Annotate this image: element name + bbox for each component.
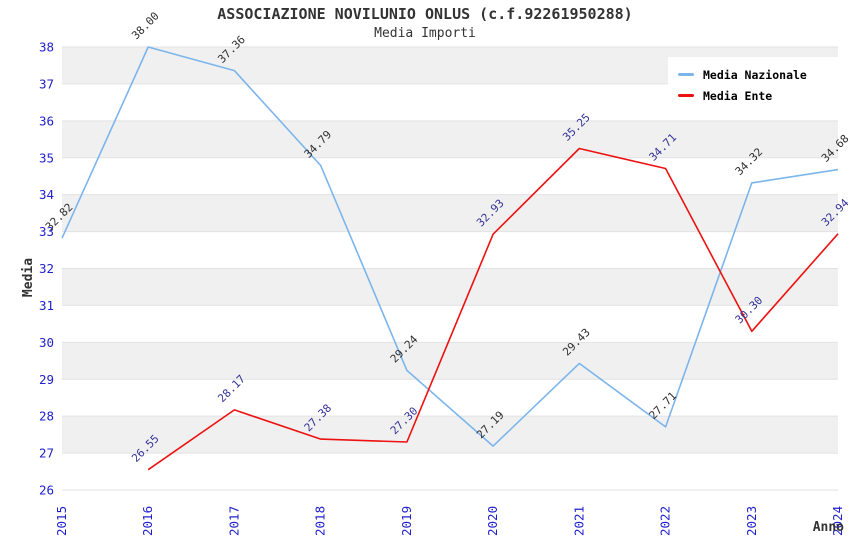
- x-axis-title: Anno: [812, 520, 844, 535]
- x-tick-label: 2017: [226, 506, 241, 536]
- y-tick-label: 26: [39, 483, 54, 498]
- y-tick-label: 27: [39, 446, 54, 461]
- legend: Media Nazionale Media Ente: [668, 57, 846, 113]
- legend-item-media-nazionale[interactable]: Media Nazionale: [678, 64, 836, 85]
- y-tick-label: 34: [39, 187, 54, 202]
- legend-item-media-ente[interactable]: Media Ente: [678, 85, 836, 106]
- x-tick-label: 2019: [399, 506, 414, 536]
- x-tick-label: 2016: [140, 506, 155, 536]
- y-axis-title: Media: [21, 257, 37, 298]
- x-tick-label: 2021: [571, 506, 586, 536]
- plot-band: [62, 342, 838, 380]
- x-tick-label: 2018: [313, 506, 328, 536]
- plot-band: [62, 194, 838, 232]
- y-tick-label: 28: [39, 409, 54, 424]
- y-tick-label: 29: [39, 372, 54, 387]
- y-tick-label: 33: [39, 224, 54, 239]
- y-tick-label: 32: [39, 261, 54, 276]
- chart-subtitle: Media Importi: [374, 26, 476, 41]
- x-tick-label: 2015: [54, 506, 69, 536]
- x-tick-label: 2024: [830, 506, 845, 536]
- y-tick-label: 36: [39, 113, 54, 128]
- x-tick-label: 2022: [658, 506, 673, 536]
- y-tick-label: 31: [39, 298, 54, 313]
- legend-label: Media Nazionale: [703, 67, 807, 82]
- legend-swatch-icon: [678, 94, 694, 97]
- y-tick-label: 37: [39, 76, 54, 91]
- legend-label: Media Ente: [703, 88, 773, 103]
- x-tick-label: 2023: [744, 506, 759, 536]
- x-tick-label: 2020: [485, 506, 500, 536]
- y-tick-label: 30: [39, 335, 54, 350]
- series-line-media-ente: [147, 147, 839, 471]
- y-tick-label: 35: [39, 150, 54, 165]
- legend-swatch-icon: [678, 73, 694, 76]
- y-tick-label: 38: [39, 40, 54, 55]
- plot-band: [62, 416, 838, 454]
- plot-band: [62, 268, 838, 306]
- series-line-media-nazionale: [61, 46, 839, 447]
- plot-band: [62, 120, 838, 158]
- chart-title: ASSOCIAZIONE NOVILUNIO ONLUS (c.f.922619…: [217, 5, 633, 23]
